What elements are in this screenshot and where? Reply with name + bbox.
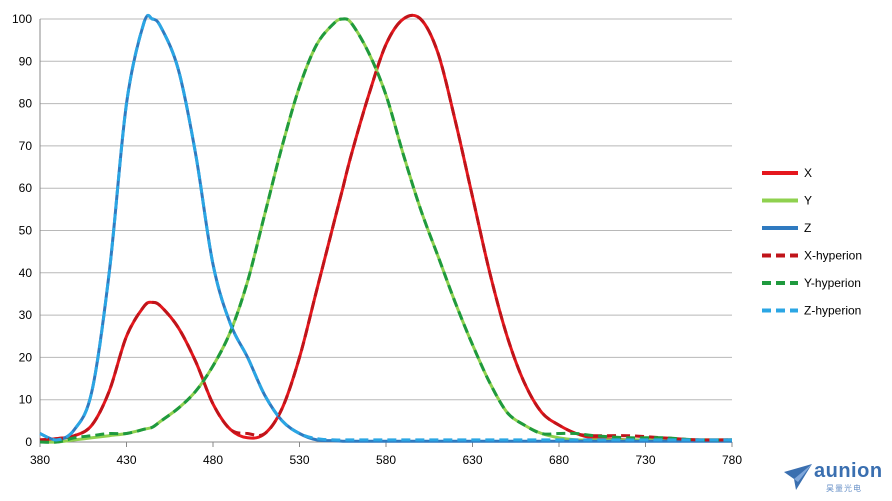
series-line-y-hyperion (39, 17, 733, 444)
y-tick-label: 30 (19, 308, 33, 322)
aunion-logo: aunion 昊量光电 (782, 460, 886, 496)
axes (39, 19, 733, 447)
y-tick-label: 90 (19, 54, 33, 68)
paper-plane-icon (784, 464, 812, 490)
series-line-x-hyperion (39, 13, 733, 442)
x-tick-label: 430 (116, 453, 136, 467)
y-tick-label: 70 (19, 139, 33, 153)
legend-label-x-hyperion: X-hyperion (804, 249, 862, 263)
x-tick-label: 580 (376, 453, 396, 467)
y-tick-label: 60 (19, 181, 33, 195)
series-line-z-hyperion (39, 13, 732, 442)
legend-label-x: X (804, 166, 812, 180)
x-tick-label: 680 (549, 453, 569, 467)
logo-text: aunion (814, 460, 883, 482)
x-tick-label: 630 (462, 453, 482, 467)
x-tick-label: 380 (30, 453, 50, 467)
y-tick-label: 80 (19, 97, 33, 111)
legend-label-z: Z (804, 221, 811, 235)
x-tick-label: 480 (203, 453, 223, 467)
series-line-x (39, 13, 732, 442)
y-tick-labels: 0 10 20 30 40 50 60 70 80 90 100 (12, 12, 32, 449)
y-tick-label: 0 (25, 435, 32, 449)
logo-subtext: 昊量光电 (826, 484, 862, 493)
y-tick-label: 20 (19, 350, 33, 364)
plot-area (39, 13, 733, 444)
y-tick-label: 50 (19, 224, 33, 238)
x-tick-label: 730 (635, 453, 655, 467)
legend: XYZ X-hyperion Y-hyperion Z-hyperion (762, 166, 862, 318)
gridlines (40, 18, 732, 401)
y-tick-label: 40 (19, 266, 33, 280)
y-tick-label: 100 (12, 12, 32, 26)
series-line-z (39, 13, 732, 443)
x-tick-label: 780 (722, 453, 742, 467)
legend-label-z-hyperion: Z-hyperion (804, 304, 861, 318)
legend-label-y-hyperion: Y-hyperion (804, 276, 861, 290)
legend-label-y: Y (804, 194, 812, 208)
x-tick-labels: 380 430 480 530 580 630 680 730 780 (30, 453, 742, 467)
x-tick-label: 530 (289, 453, 309, 467)
y-tick-label: 10 (19, 393, 33, 407)
